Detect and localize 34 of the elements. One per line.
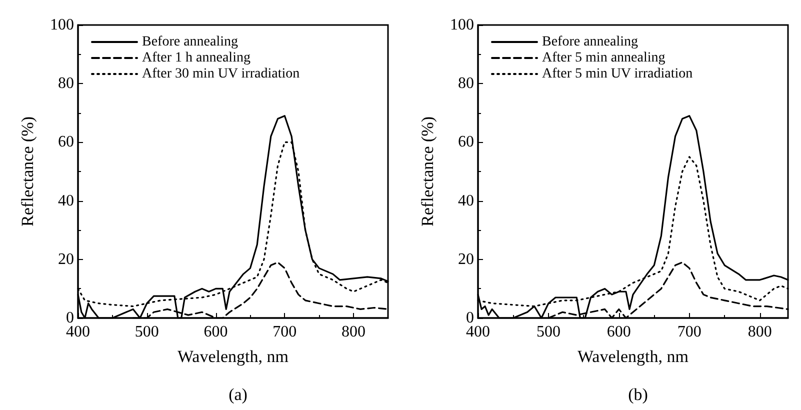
- y-axis-title: Reflectance (%): [418, 116, 437, 226]
- x-axis-title: Wavelength, nm: [178, 347, 288, 366]
- x-tick-label: 800: [748, 324, 772, 340]
- y-tick-label: 40: [58, 192, 74, 210]
- y-tick-label: 80: [58, 75, 74, 92]
- y-tick-label: 0: [66, 310, 74, 326]
- x-tick-label: 400: [466, 324, 490, 340]
- legend-label: After 5 min UV irradiation: [542, 66, 693, 82]
- text: (b): [628, 385, 648, 404]
- y-tick-label: 20: [458, 250, 474, 268]
- x-tick-label: 700: [272, 324, 297, 340]
- text: (a): [228, 385, 248, 404]
- legend-label: Before annealing: [142, 34, 238, 50]
- x-tick-label: 600: [204, 324, 228, 340]
- x-tick-label: 700: [677, 324, 702, 340]
- legend-label: Before annealing: [542, 34, 638, 50]
- legend-label: After 30 min UV irradiation: [142, 66, 300, 82]
- x-tick-label: 400: [66, 324, 90, 340]
- y-tick-label: 40: [458, 192, 474, 210]
- y-tick-label: 80: [458, 75, 474, 92]
- y-tick-label: 60: [458, 134, 474, 151]
- legend-label: After 5 min annealing: [542, 50, 666, 66]
- y-tick-label: 0: [466, 310, 474, 326]
- x-tick-label: 600: [606, 324, 631, 340]
- y-tick-label: 100: [50, 16, 74, 34]
- y-axis-title: Reflectance (%): [18, 116, 37, 226]
- y-tick-label: 100: [450, 16, 474, 34]
- x-tick-label: 500: [134, 324, 159, 340]
- x-tick-label: 800: [342, 324, 366, 340]
- y-tick-label: 20: [58, 250, 74, 268]
- x-tick-label: 500: [536, 324, 560, 340]
- legend-label: After 1 h annealing: [142, 50, 250, 66]
- y-tick-label: 60: [58, 134, 74, 151]
- x-axis-title: Wavelength, nm: [578, 347, 688, 366]
